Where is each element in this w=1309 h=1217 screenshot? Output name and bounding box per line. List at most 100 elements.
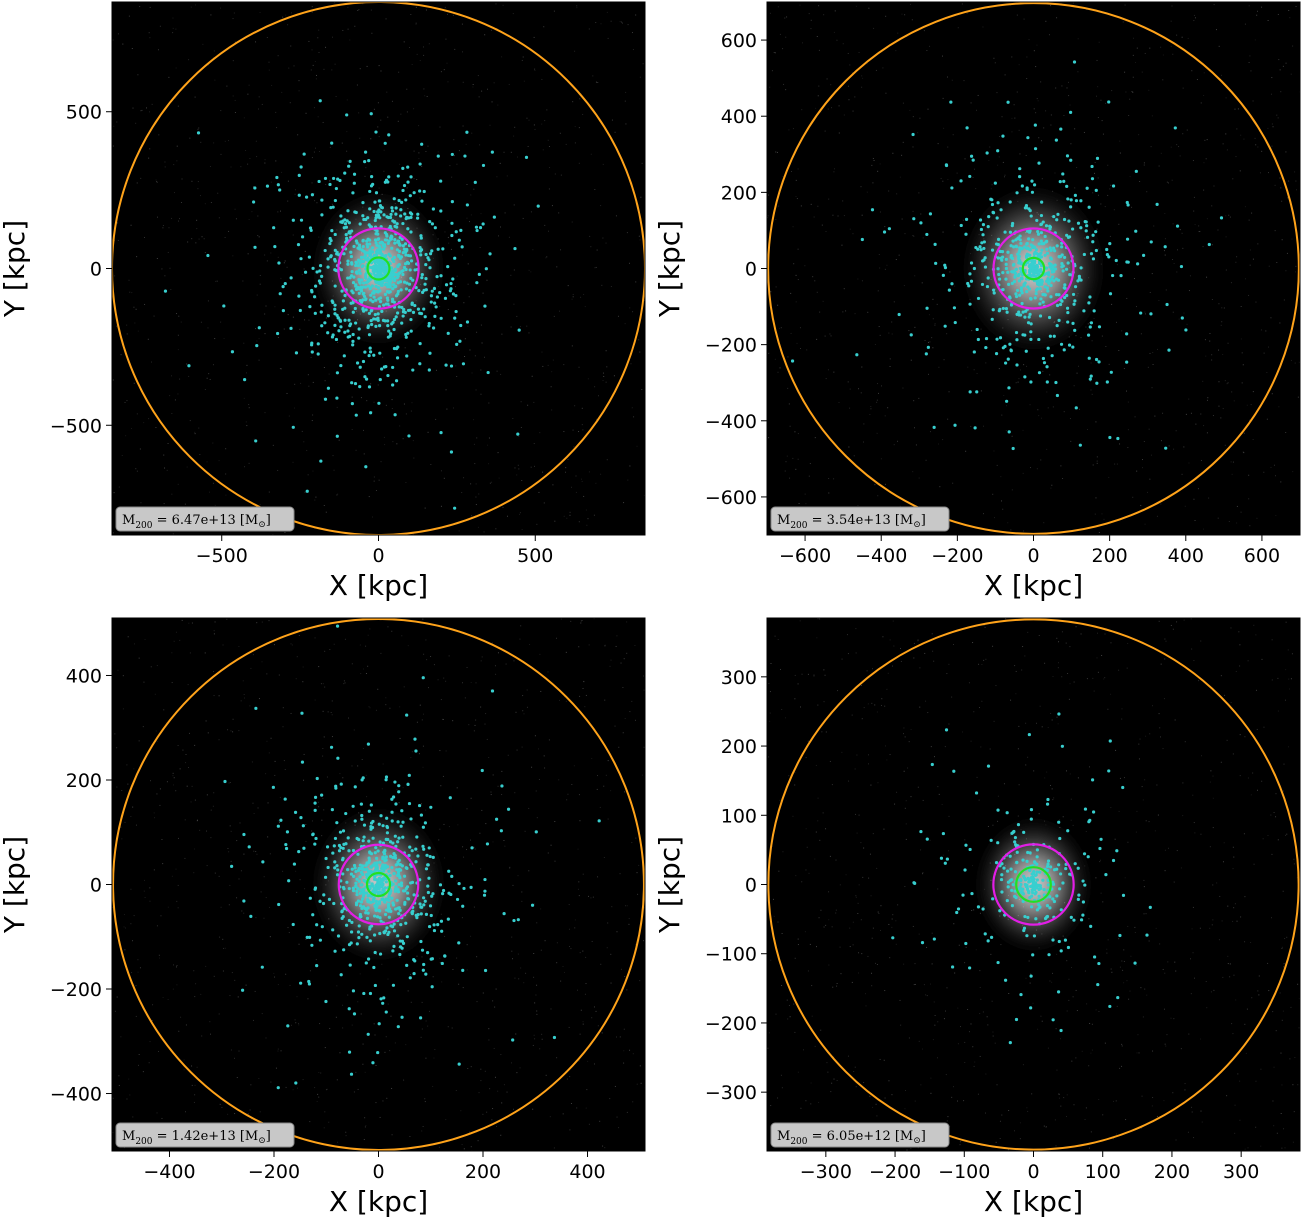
galaxy-point (1077, 274, 1081, 278)
galaxy-point (349, 1072, 354, 1076)
galaxy-point (956, 907, 961, 911)
galaxy-point (1092, 309, 1096, 313)
galaxy-point (400, 237, 404, 241)
galaxy-point (352, 863, 357, 868)
galaxy-point (275, 175, 279, 180)
galaxy-point (964, 941, 968, 946)
galaxy-point (450, 200, 454, 204)
galaxy-point (1029, 876, 1033, 880)
galaxy-point (378, 952, 383, 956)
galaxy-point (968, 390, 972, 394)
galaxy-point (1046, 859, 1051, 863)
galaxy-point (377, 822, 381, 826)
galaxy-point (449, 450, 454, 454)
galaxy-point (420, 273, 424, 277)
galaxy-point (357, 243, 362, 247)
galaxy-point (959, 179, 963, 183)
galaxy-point (342, 948, 346, 952)
galaxy-point (1052, 214, 1056, 219)
galaxy-point (313, 795, 318, 800)
galaxy-point (932, 425, 936, 429)
galaxy-point (1015, 363, 1019, 367)
galaxy-point (352, 874, 356, 879)
galaxy-point (279, 818, 283, 822)
galaxy-point (391, 841, 395, 845)
galaxy-point (356, 887, 360, 891)
galaxy-point (996, 808, 1000, 812)
galaxy-point (378, 289, 382, 293)
galaxy-point (405, 281, 409, 285)
galaxy-point (1019, 286, 1023, 290)
galaxy-point (333, 248, 337, 252)
galaxy-point (1087, 820, 1091, 824)
galaxy-point (163, 289, 168, 293)
galaxy-point (1029, 265, 1033, 269)
galaxy-point (1089, 252, 1094, 256)
galaxy-point (396, 311, 400, 315)
galaxy-point (351, 989, 356, 993)
galaxy-point (372, 317, 376, 321)
galaxy-point (473, 180, 477, 184)
galaxy-point (386, 215, 391, 220)
galaxy-point (1022, 926, 1027, 930)
galaxy-point (406, 782, 410, 786)
galaxy-point (331, 928, 335, 932)
galaxy-point (996, 237, 1001, 242)
galaxy-point (1042, 887, 1046, 892)
galaxy-point (1145, 933, 1149, 937)
galaxy-point (1049, 283, 1053, 288)
galaxy-point (349, 941, 353, 945)
y-tick-label: 200 (721, 182, 757, 204)
galaxy-point (1003, 230, 1007, 234)
galaxy-point (408, 976, 412, 980)
galaxy-point (370, 924, 374, 928)
galaxy-point (1037, 894, 1041, 898)
galaxy-point (1015, 850, 1019, 854)
galaxy-point (421, 896, 426, 900)
galaxy-point (457, 1062, 461, 1066)
galaxy-point (324, 856, 328, 861)
galaxy-point (374, 298, 378, 302)
galaxy-point (385, 266, 389, 271)
galaxy-point (433, 226, 437, 230)
galaxy-point (431, 207, 435, 211)
galaxy-point (1071, 227, 1075, 231)
galaxy-point (1029, 380, 1033, 384)
galaxy-point (357, 935, 361, 940)
galaxy-point (423, 821, 427, 825)
x-tick-label: 200 (465, 1161, 501, 1183)
galaxy-point (1026, 136, 1030, 140)
y-tick-label: 100 (721, 805, 757, 827)
galaxy-point (283, 281, 287, 286)
galaxy-point (1008, 230, 1013, 234)
galaxy-point (996, 201, 1000, 205)
galaxy-point (394, 315, 398, 319)
galaxy-point (307, 982, 312, 986)
galaxy-point (406, 897, 410, 901)
galaxy-point (943, 861, 947, 865)
galaxy-point (1066, 197, 1070, 201)
galaxy-point (1023, 206, 1028, 210)
galaxy-point (1037, 337, 1041, 342)
galaxy-point (353, 866, 357, 870)
galaxy-point (1029, 817, 1033, 821)
galaxy-point (249, 914, 253, 918)
galaxy-point (1015, 288, 1020, 293)
y-tick-label: 600 (721, 30, 757, 52)
galaxy-point (440, 961, 444, 966)
galaxy-point (1039, 239, 1043, 243)
galaxy-point (371, 1061, 375, 1065)
galaxy-point (1028, 896, 1032, 900)
galaxy-point (1026, 915, 1030, 920)
galaxy-point (333, 866, 337, 870)
galaxy-point (294, 1081, 298, 1085)
galaxy-point (367, 333, 372, 337)
galaxy-point (345, 923, 349, 927)
galaxy-point (950, 282, 954, 286)
galaxy-point (397, 858, 401, 862)
galaxy-point (374, 899, 378, 903)
galaxy-point (307, 255, 311, 259)
x-tick-label: −200 (931, 545, 983, 567)
galaxy-point (989, 838, 993, 842)
